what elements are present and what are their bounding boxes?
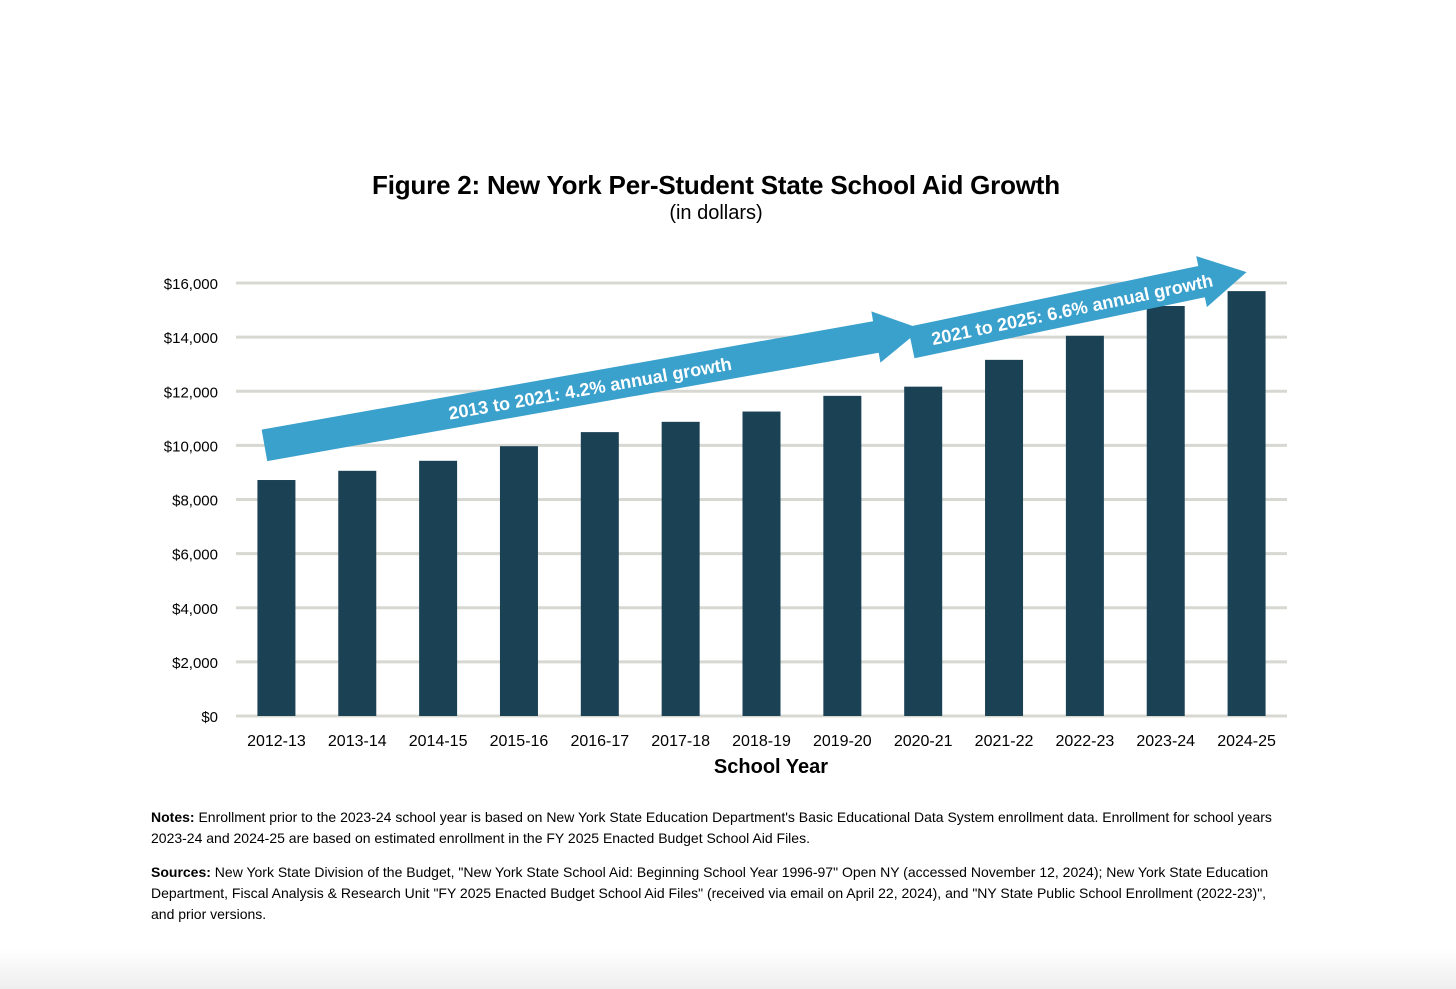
y-tick-label: $0 <box>201 709 218 726</box>
bar <box>1227 291 1266 716</box>
bar <box>823 395 862 716</box>
x-tick-label: 2022-23 <box>1056 733 1115 750</box>
x-tick-label: 2024-25 <box>1217 733 1276 750</box>
y-tick-label: $14,000 <box>164 330 218 347</box>
x-tick-label: 2017-18 <box>651 733 710 750</box>
notes-paragraph: Notes: Enrollment prior to the 2023-24 s… <box>151 807 1291 849</box>
bar <box>419 460 458 716</box>
bar <box>742 411 781 716</box>
y-tick-label: $8,000 <box>172 493 218 510</box>
sources-paragraph: Sources: New York State Division of the … <box>151 862 1291 925</box>
y-tick-label: $2,000 <box>172 655 218 672</box>
x-tick-label: 2023-24 <box>1136 733 1195 750</box>
sources-text: New York State Division of the Budget, "… <box>151 864 1269 922</box>
y-tick-label: $4,000 <box>172 601 218 618</box>
bar <box>661 421 700 716</box>
bar <box>904 386 943 716</box>
notes-text: Enrollment prior to the 2023-24 school y… <box>151 809 1272 846</box>
notes-label: Notes: <box>151 809 195 825</box>
x-tick-label: 2015-16 <box>490 733 549 750</box>
bar <box>1065 335 1104 716</box>
bar <box>499 446 538 716</box>
bottom-shade <box>0 949 1456 989</box>
y-tick-label: $12,000 <box>164 384 218 401</box>
growth-arrow-shape <box>907 256 1247 359</box>
bar <box>580 432 619 716</box>
x-tick-label: 2013-14 <box>328 733 387 750</box>
bar <box>257 480 296 716</box>
x-tick-label: 2014-15 <box>409 733 468 750</box>
sources-label: Sources: <box>151 864 211 880</box>
bar-chart: $0 $2,000 $4,000 $6,000 $8,000 $10,000 $12,000… <box>164 256 1287 778</box>
y-tick-label: $6,000 <box>172 547 218 564</box>
bar <box>985 359 1024 716</box>
chart-subtitle: (in dollars) <box>669 202 763 224</box>
chart-title: Figure 2: New York Per-Student State Sch… <box>372 170 1060 200</box>
y-tick-label: $16,000 <box>164 276 218 293</box>
growth-arrow-label: 2013 to 2021: 4.2% annual growth <box>447 354 733 424</box>
x-tick-label: 2012-13 <box>247 733 306 750</box>
x-tick-label: 2019-20 <box>813 733 872 750</box>
bar <box>1146 306 1185 716</box>
x-axis-title: School Year <box>714 756 828 778</box>
x-tick-label: 2018-19 <box>732 733 791 750</box>
x-tick-label: 2021-22 <box>975 733 1034 750</box>
bar <box>338 470 377 716</box>
growth-arrow-shape <box>261 311 922 462</box>
x-tick-label: 2016-17 <box>570 733 629 750</box>
x-tick-label: 2020-21 <box>894 733 953 750</box>
y-tick-label: $10,000 <box>164 438 218 455</box>
